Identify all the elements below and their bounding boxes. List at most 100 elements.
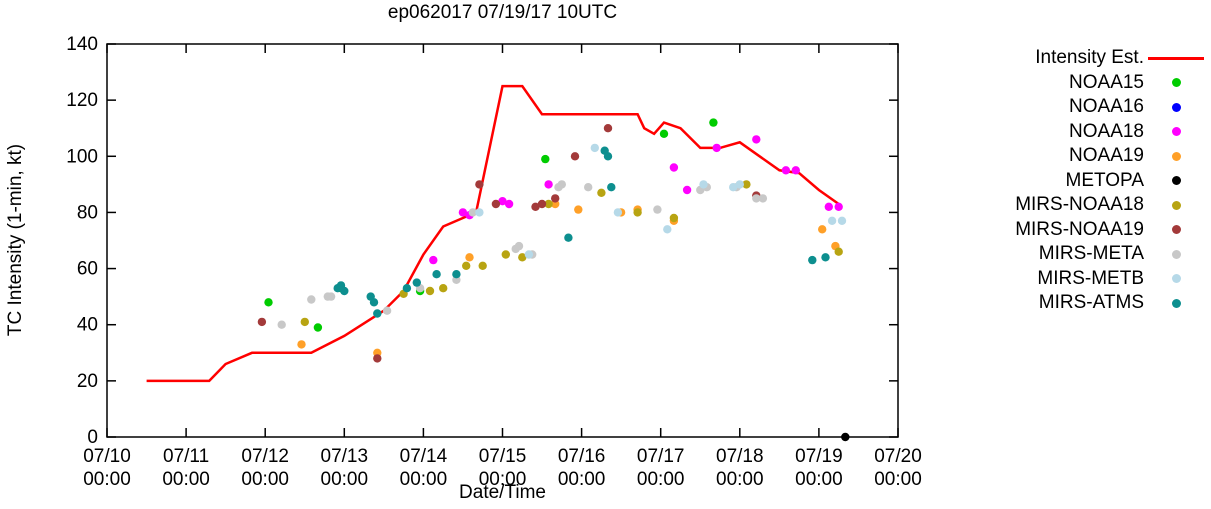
data-point-mirs-atms — [607, 183, 616, 192]
legend-entry-intensity est.: Intensity Est. — [952, 46, 1208, 71]
x-tick-time: 00:00 — [479, 469, 527, 490]
data-point-mirs-atms — [821, 253, 830, 262]
data-point-mirs-noaa18 — [518, 253, 527, 262]
data-point-noaa19 — [297, 340, 306, 349]
data-point-mirs-noaa19 — [531, 202, 540, 211]
legend-marker — [1144, 127, 1208, 137]
legend-entry-mirs-noaa19: MIRS-NOAA19 — [952, 218, 1208, 243]
x-tick-date: 07/18 — [716, 446, 764, 467]
data-point-noaa18 — [712, 143, 721, 153]
data-point-mirs-noaa18 — [544, 199, 553, 209]
data-point-mirs-metb — [729, 183, 738, 192]
data-point-mirs-meta — [382, 306, 392, 315]
legend-label: MIRS-NOAA18 — [1015, 194, 1144, 216]
data-point-mirs-atms — [402, 284, 412, 293]
x-tick-time: 00:00 — [241, 469, 289, 490]
legend-label: MIRS-ATMS — [1038, 292, 1144, 314]
data-point-noaa18 — [834, 202, 843, 211]
legend-entry-noaa18: NOAA18 — [952, 120, 1208, 145]
data-point-noaa15 — [709, 118, 718, 127]
legend-dot-sample — [1171, 274, 1181, 284]
data-point-noaa15 — [659, 129, 669, 138]
data-point-mirs-metb — [613, 208, 623, 217]
x-tick-time: 00:00 — [558, 469, 606, 490]
data-point-noaa18 — [669, 163, 679, 172]
legend-marker — [1144, 151, 1208, 161]
data-point-noaa18 — [791, 166, 800, 175]
y-tick-label: 140 — [66, 34, 98, 55]
data-point-mirs-noaa19 — [475, 180, 484, 189]
data-point-mirs-noaa18 — [478, 261, 487, 270]
legend-entry-mirs-metb: MIRS-METB — [952, 267, 1208, 292]
legend-dot-sample — [1171, 151, 1181, 161]
x-tick-date: 07/16 — [558, 446, 606, 467]
x-tick-date: 07/20 — [874, 446, 922, 467]
legend-label: MIRS-META — [1038, 243, 1144, 265]
legend-marker — [1144, 102, 1208, 112]
legend-entry-metopa: METOPA — [952, 169, 1208, 194]
data-point-noaa15 — [541, 154, 550, 164]
legend-label: NOAA16 — [1069, 96, 1144, 118]
x-tick-time: 00:00 — [321, 469, 369, 490]
data-point-mirs-noaa19 — [491, 199, 501, 209]
data-point-mirs-meta — [752, 194, 761, 203]
legend-dot-sample — [1171, 78, 1181, 88]
data-point-mirs-noaa18 — [669, 213, 679, 223]
data-point-mirs-atms — [603, 152, 613, 161]
data-point-mirs-atms — [340, 286, 349, 296]
legend: Intensity Est. NOAA15 NOAA16 NOAA18 NOAA19 ME… — [952, 46, 1208, 316]
data-point-noaa18 — [544, 180, 553, 189]
legend-dot-sample — [1171, 225, 1181, 235]
data-point-mirs-meta — [277, 320, 286, 329]
data-point-mirs-noaa18 — [501, 250, 510, 259]
legend-dot-sample — [1171, 298, 1181, 308]
data-point-noaa18 — [824, 202, 833, 211]
x-tick-time: 00:00 — [83, 469, 131, 490]
data-point-mirs-meta — [468, 208, 477, 217]
x-tick-time: 00:00 — [795, 469, 843, 490]
legend-marker — [1144, 274, 1208, 284]
data-point-metopa — [841, 432, 850, 442]
data-point-mirs-meta — [653, 205, 662, 214]
legend-entry-mirs-atms: MIRS-ATMS — [952, 291, 1208, 316]
legend-entry-noaa16: NOAA16 — [952, 95, 1208, 120]
x-tick-date: 07/11 — [163, 446, 209, 467]
y-tick-label: 80 — [77, 202, 98, 223]
data-point-mirs-noaa18 — [633, 208, 642, 217]
data-point-mirs-noaa19 — [257, 317, 267, 327]
data-point-mirs-noaa19 — [570, 152, 580, 161]
legend-label: MIRS-METB — [1037, 267, 1144, 289]
x-tick-date: 07/10 — [83, 446, 131, 467]
data-point-mirs-atms — [452, 270, 461, 279]
data-point-mirs-metb — [699, 180, 708, 189]
legend-entry-noaa19: NOAA19 — [952, 144, 1208, 169]
data-point-mirs-noaa18 — [425, 286, 435, 296]
x-tick-date: 07/15 — [479, 446, 527, 467]
legend-marker — [1144, 298, 1208, 308]
legend-entry-mirs-meta: MIRS-META — [952, 242, 1208, 267]
y-tick-label: 100 — [66, 146, 98, 167]
data-point-noaa19 — [818, 225, 827, 234]
y-tick-label: 20 — [77, 371, 98, 392]
legend-dot-sample — [1171, 127, 1181, 137]
x-tick-time: 00:00 — [400, 469, 448, 490]
data-point-mirs-atms — [369, 298, 379, 307]
legend-label: NOAA19 — [1069, 145, 1144, 167]
data-point-mirs-noaa18 — [462, 261, 471, 270]
y-tick-label: 60 — [77, 259, 98, 280]
x-axis-label: Date/Time — [459, 482, 546, 503]
data-point-noaa19 — [574, 205, 583, 214]
legend-marker — [1144, 56, 1208, 60]
data-point-mirs-meta — [557, 180, 566, 189]
data-point-mirs-noaa19 — [551, 194, 560, 203]
y-tick-label: 120 — [66, 90, 98, 111]
legend-line-sample — [1148, 56, 1204, 60]
x-tick-date: 07/14 — [400, 446, 448, 467]
data-point-noaa15 — [264, 298, 273, 307]
x-tick-time: 00:00 — [716, 469, 764, 490]
data-point-mirs-metb — [663, 225, 672, 234]
x-tick-date: 07/13 — [321, 446, 369, 467]
legend-label: MIRS-NOAA19 — [1015, 218, 1144, 240]
x-tick-date: 07/17 — [637, 446, 685, 467]
data-point-noaa18 — [781, 166, 791, 175]
